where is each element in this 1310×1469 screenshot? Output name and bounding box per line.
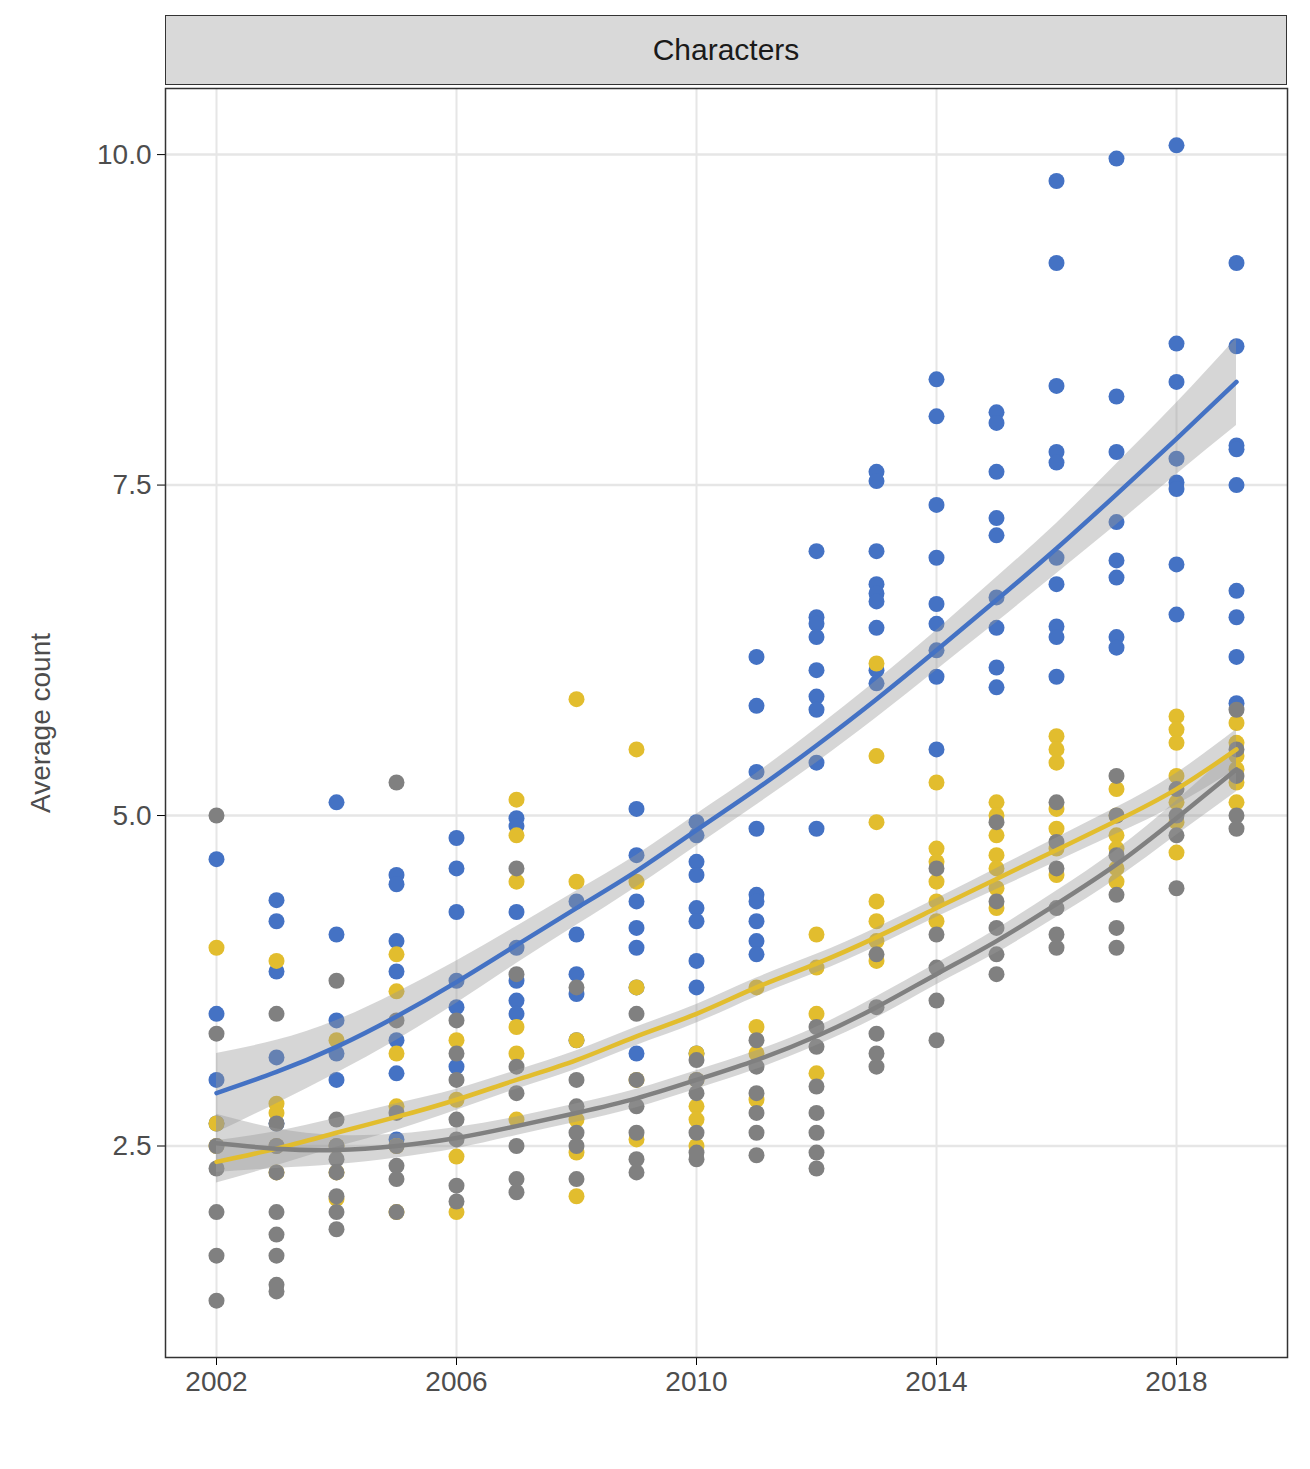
svg-text:2018: 2018 (1145, 1366, 1207, 1397)
svg-text:2006: 2006 (425, 1366, 487, 1397)
svg-text:2014: 2014 (905, 1366, 967, 1397)
svg-text:5.0: 5.0 (113, 799, 152, 830)
svg-text:2010: 2010 (665, 1366, 727, 1397)
svg-text:2.5: 2.5 (113, 1130, 152, 1161)
html-text:Characters: Characters (652, 33, 800, 66)
svg-text:Average count: Average count (25, 633, 56, 813)
svg-text:10.0: 10.0 (97, 139, 152, 170)
svg-text:7.5: 7.5 (113, 469, 152, 500)
svg-text:2002: 2002 (185, 1366, 247, 1397)
